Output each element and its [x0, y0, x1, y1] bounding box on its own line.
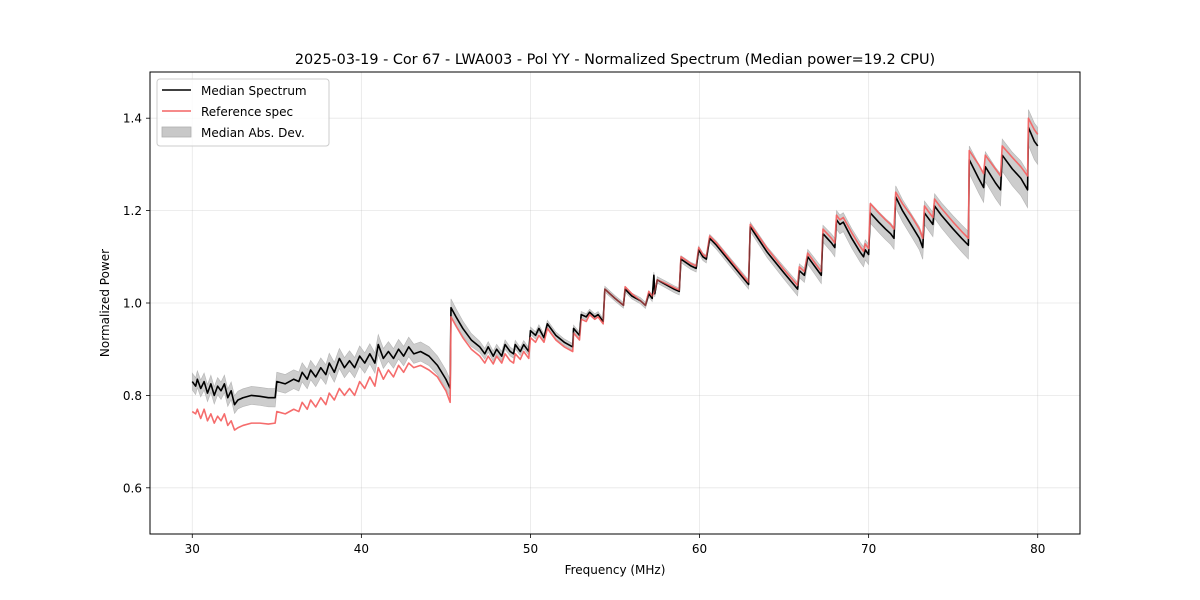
median-overlap-line [530, 226, 824, 348]
y-tick-label: 0.8 [123, 389, 142, 403]
median-spectrum-line [191, 126, 1039, 406]
y-tick-label: 1.4 [123, 112, 142, 126]
y-tick-label: 1.2 [123, 204, 142, 218]
chart-title: 2025-03-19 - Cor 67 - LWA003 - Pol YY - … [295, 52, 935, 68]
x-axis-ticks: 30 40 50 60 70 80 [185, 534, 1045, 556]
x-axis-label: Frequency (MHz) [565, 563, 666, 577]
y-tick-label: 1.0 [123, 297, 142, 311]
x-tick-label: 60 [692, 542, 707, 556]
y-axis-label: Normalized Power [98, 249, 112, 357]
x-tick-label: 80 [1030, 542, 1045, 556]
legend: Median Spectrum Reference spec Median Ab… [156, 78, 330, 147]
y-tick-label: 0.6 [123, 481, 142, 495]
y-axis-ticks: 0.6 0.8 1.0 1.2 1.4 [123, 112, 150, 495]
legend-mad-label: Median Abs. Dev. [201, 126, 305, 140]
x-tick-label: 70 [861, 542, 876, 556]
x-tick-label: 40 [354, 542, 369, 556]
legend-mad-swatch [161, 126, 192, 138]
reference-spec-line [191, 117, 1039, 431]
legend-reference-label: Reference spec [201, 105, 293, 119]
x-tick-label: 30 [185, 542, 200, 556]
series-layer [191, 117, 1039, 431]
x-tick-label: 50 [523, 542, 538, 556]
legend-frame [156, 78, 330, 147]
legend-median-label: Median Spectrum [201, 84, 307, 98]
